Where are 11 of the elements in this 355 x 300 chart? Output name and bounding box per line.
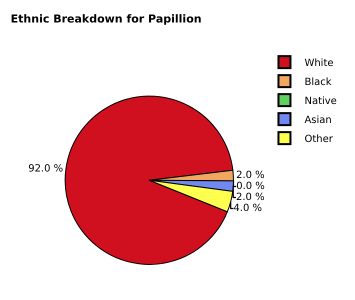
- legend-label: Other: [304, 134, 334, 146]
- legend-label: Black: [304, 77, 332, 88]
- legend-label: Asian: [304, 115, 332, 126]
- legend-label: Native: [304, 96, 337, 108]
- data-label: 4.0 %: [233, 203, 262, 214]
- data-label: 92.0 %: [28, 164, 64, 175]
- legend-label: White: [304, 58, 334, 70]
- chart-title: Ethnic Breakdown for Papillion: [10, 12, 202, 26]
- text: 0.0 %: [236, 181, 265, 192]
- data-label: 2.0 %: [236, 170, 265, 182]
- data-label: 2.0 %: [236, 192, 265, 204]
